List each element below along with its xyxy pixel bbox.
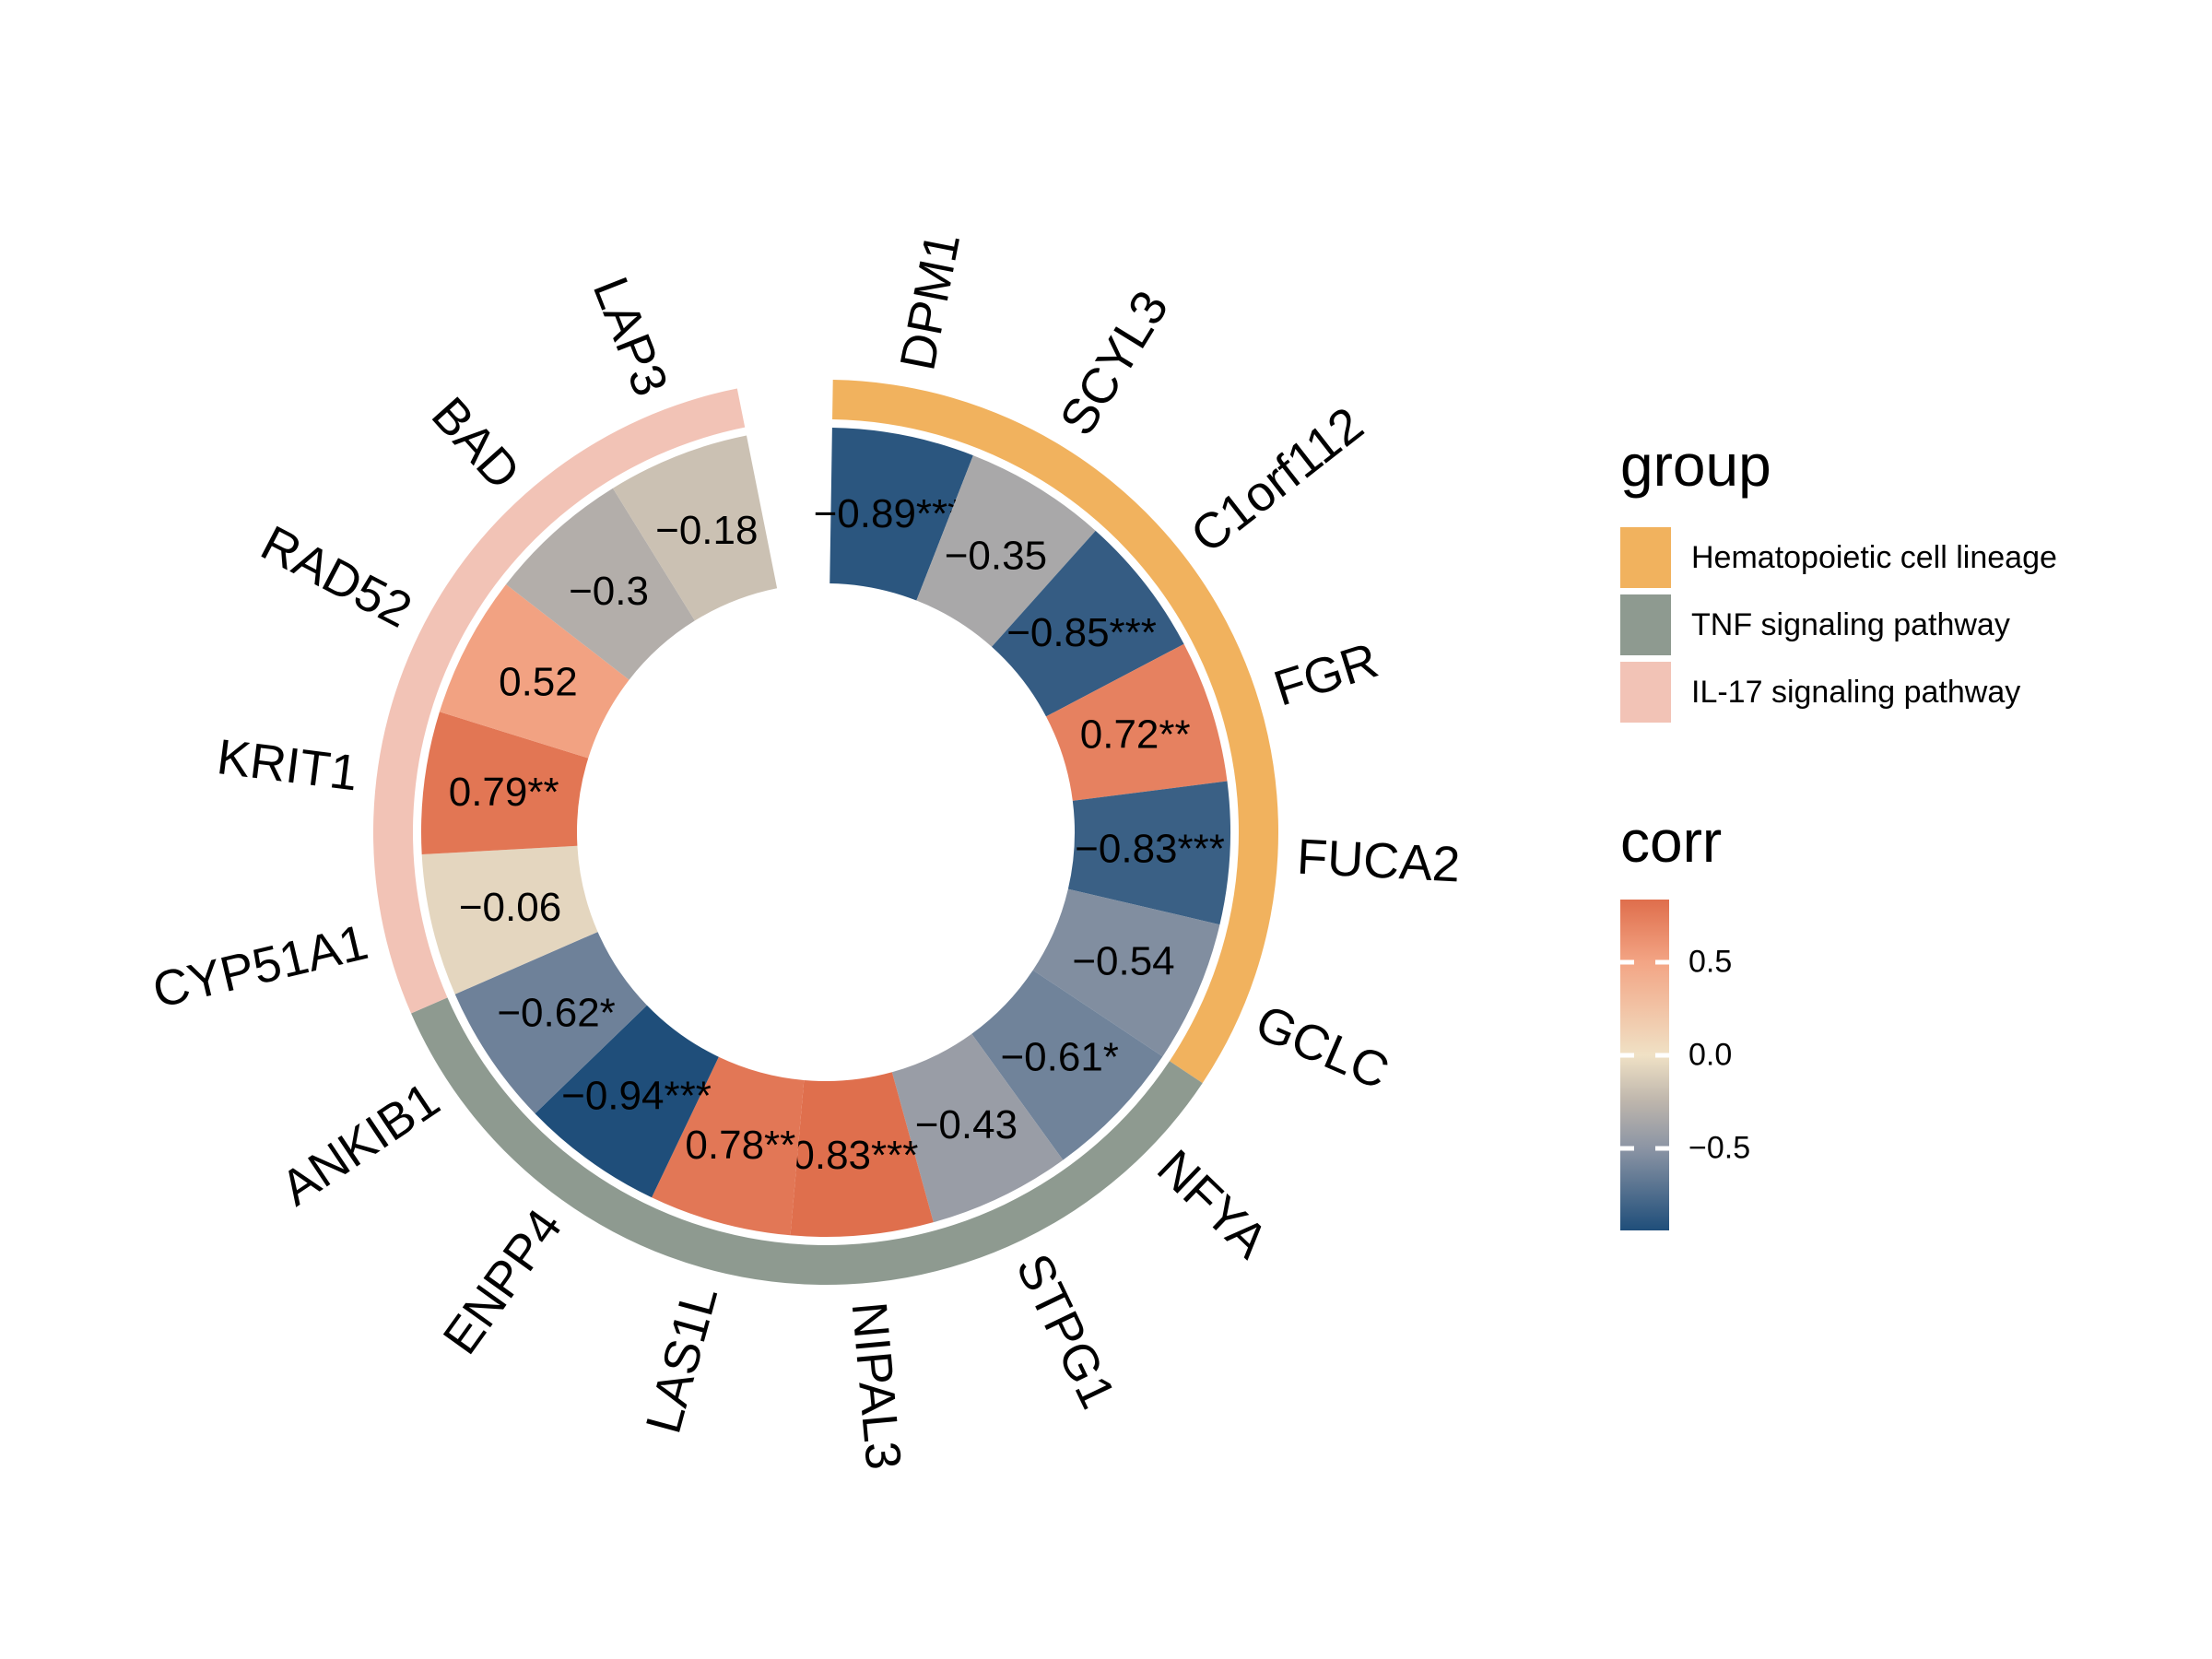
corr-segment-C1orf112 xyxy=(992,530,1184,717)
gene-label-LAP3: LAP3 xyxy=(582,270,678,404)
legend-item-il17: IL-17 signaling pathway xyxy=(1620,662,2057,724)
corr-segment-LAS1L xyxy=(652,1056,805,1236)
corr-value-label-LAS1L: 0.78** xyxy=(685,1123,795,1168)
corr-value-label-DPM1: −0.89*** xyxy=(814,491,964,536)
group-arc-tnf xyxy=(411,997,1203,1286)
corr-value-label-NIPAL3: 0.83*** xyxy=(792,1133,918,1178)
legend-label: IL-17 signaling pathway xyxy=(1691,674,2021,710)
corr-tick-label: 0.5 xyxy=(1688,944,1733,980)
corr-segment-CYP51A1 xyxy=(421,845,598,994)
corr-segment-RAD52 xyxy=(439,584,629,759)
corr-value-label-STPG1: −0.43 xyxy=(915,1102,1018,1147)
group-legend: group Hematopoietic cell lineage TNF sig… xyxy=(1620,433,2057,729)
corr-value-label-C1orf112: −0.85*** xyxy=(1006,610,1157,655)
tick-mark xyxy=(1620,959,1634,965)
corr-segment-NIPAL3 xyxy=(790,1072,934,1237)
gene-label-DPM1: DPM1 xyxy=(889,229,971,375)
gene-label-NFYA: NFYA xyxy=(1147,1139,1278,1268)
group-arc-il-17 xyxy=(373,388,746,1014)
corr-segment-LAP3 xyxy=(612,435,778,621)
corr-gradient-bar: 0.5 0.0 −0.5 xyxy=(1620,900,1750,1231)
corr-segment-FUCA2 xyxy=(1067,781,1230,925)
corr-value-label-ENPP4: −0.94*** xyxy=(561,1073,712,1118)
corr-tick-label: 0.0 xyxy=(1688,1037,1733,1073)
gene-label-LAS1L: LAS1L xyxy=(636,1280,729,1439)
corr-segment-NFYA xyxy=(971,970,1163,1160)
corr-segment-DPM1 xyxy=(830,428,973,601)
corr-value-label-LAP3: −0.18 xyxy=(655,508,758,553)
corr-segment-ANKIB1 xyxy=(454,932,647,1114)
gene-label-ANKIB1: ANKIB1 xyxy=(271,1072,449,1217)
corr-segment-FGR xyxy=(1046,643,1228,801)
corr-value-label-BAD: −0.3 xyxy=(569,569,649,614)
gene-label-RAD52: RAD52 xyxy=(253,515,420,639)
corr-segment-ENPP4 xyxy=(535,1005,719,1198)
gene-label-KRIT1: KRIT1 xyxy=(214,729,360,801)
legend-label: TNF signaling pathway xyxy=(1691,606,2010,642)
il17-swatch xyxy=(1620,662,1671,724)
corr-legend-title: corr xyxy=(1620,808,1723,875)
gene-label-C1orf112: C1orf112 xyxy=(1181,396,1373,563)
gene-label-SCYL3: SCYL3 xyxy=(1050,281,1180,444)
gene-label-CYP51A1: CYP51A1 xyxy=(147,914,373,1018)
corr-value-label-CYP51A1: −0.06 xyxy=(459,885,561,930)
corr-value-label-SCYL3: −0.35 xyxy=(945,534,1047,579)
gene-label-FGR: FGR xyxy=(1267,632,1384,716)
tick-mark xyxy=(1620,1146,1634,1151)
corr-legend: corr 0.5 0.0 −0.5 xyxy=(1620,808,1750,1231)
gene-label-NIPAL3: NIPAL3 xyxy=(841,1300,912,1472)
gene-label-FUCA2: FUCA2 xyxy=(1296,830,1462,893)
corr-segment-STPG1 xyxy=(891,1033,1064,1223)
corr-value-label-KRIT1: 0.79** xyxy=(449,770,559,815)
legend-label: Hematopoietic cell lineage xyxy=(1691,539,2057,575)
tnf-swatch xyxy=(1620,594,1671,656)
corr-segment-SCYL3 xyxy=(916,455,1096,647)
legend-item-hematopoietic: Hematopoietic cell lineage xyxy=(1620,527,2057,589)
gene-label-STPG1: STPG1 xyxy=(1006,1246,1126,1418)
gene-label-GCLC: GCLC xyxy=(1248,994,1397,1100)
tick-mark xyxy=(1655,1053,1669,1058)
corr-value-label-GCLC: −0.54 xyxy=(1072,938,1174,983)
corr-tick-label: −0.5 xyxy=(1688,1130,1751,1166)
tick-mark xyxy=(1620,1053,1634,1058)
corr-segment-KRIT1 xyxy=(420,712,589,855)
legend-item-tnf: TNF signaling pathway xyxy=(1620,594,2057,656)
corr-value-label-FGR: 0.72** xyxy=(1080,712,1191,758)
corr-value-label-NFYA: −0.61* xyxy=(1000,1034,1118,1079)
gene-label-BAD: BAD xyxy=(421,387,531,500)
corr-value-label-FUCA2: −0.83*** xyxy=(1075,827,1225,872)
corr-segment-BAD xyxy=(506,488,695,680)
group-legend-title: group xyxy=(1620,432,1771,499)
tick-mark xyxy=(1655,959,1669,965)
gene-label-ENPP4: ENPP4 xyxy=(432,1199,572,1364)
tick-mark xyxy=(1655,1146,1669,1151)
corr-segment-GCLC xyxy=(1032,888,1220,1057)
hematopoietic-swatch xyxy=(1620,527,1671,589)
corr-value-label-RAD52: 0.52 xyxy=(499,660,578,705)
group-arc-hematopoietic xyxy=(832,380,1279,1084)
corr-value-label-ANKIB1: −0.62* xyxy=(497,990,615,1035)
